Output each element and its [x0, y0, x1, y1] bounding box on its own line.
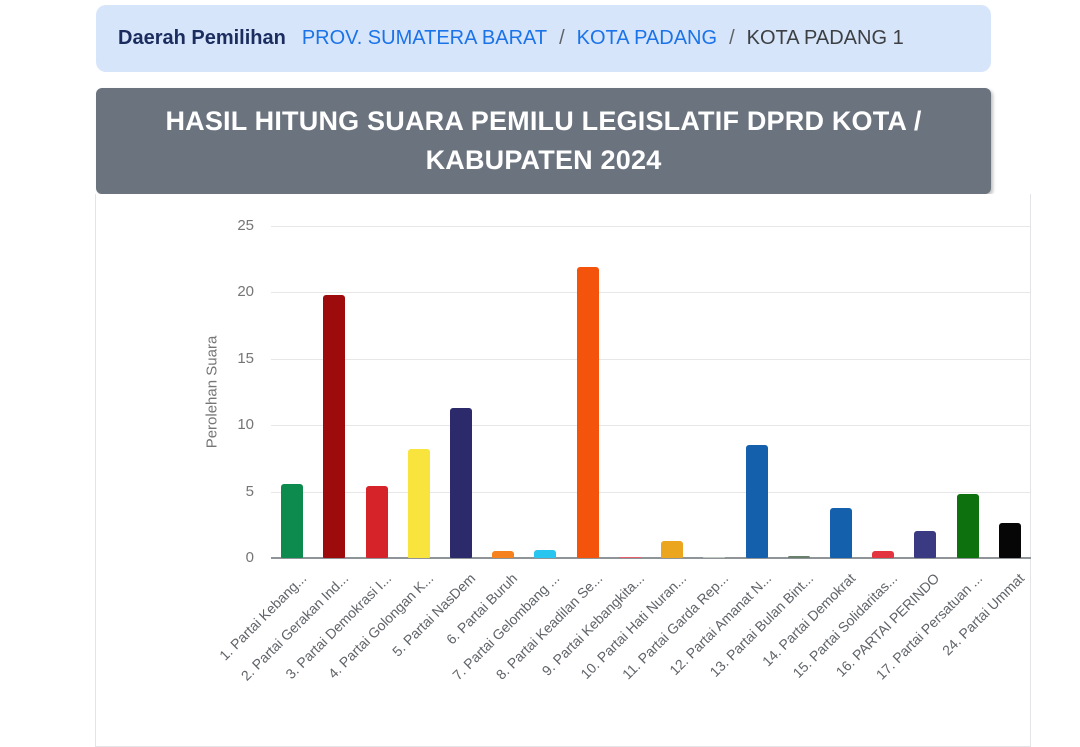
- breadcrumb-separator: /: [729, 27, 735, 49]
- breadcrumb-current: KOTA PADANG 1: [746, 27, 904, 49]
- bar[interactable]: [323, 295, 346, 558]
- y-tick-label: 10: [237, 416, 254, 434]
- bar[interactable]: [956, 494, 979, 558]
- breadcrumb-items: PROV. SUMATERA BARAT / KOTA PADANG / KOTA PA…: [302, 27, 904, 50]
- page-title: HASIL HITUNG SUARA PEMILU LEGISLATIF DPR…: [165, 106, 922, 175]
- breadcrumb-separator: /: [559, 27, 565, 49]
- y-tick-label: 5: [245, 482, 254, 500]
- bar[interactable]: [534, 550, 557, 558]
- chart-card: Perolehan Suara 0 5 10 15 20 25 1. Partai Keb…: [95, 194, 1031, 747]
- bar[interactable]: [365, 486, 388, 558]
- bar[interactable]: [703, 557, 726, 558]
- bar[interactable]: [998, 523, 1021, 558]
- gridline: [271, 425, 1031, 427]
- breadcrumb: Daerah Pemilihan PROV. SUMATERA BARAT / KO…: [96, 5, 991, 72]
- bar[interactable]: [281, 483, 304, 558]
- bar[interactable]: [745, 445, 768, 558]
- gridline: [271, 292, 1031, 294]
- y-tick-label: 25: [237, 217, 254, 234]
- bar[interactable]: [618, 556, 641, 558]
- y-tick-label: 0: [245, 549, 254, 566]
- breadcrumb-link[interactable]: KOTA PADANG: [576, 27, 718, 49]
- bar[interactable]: [830, 507, 852, 558]
- bar[interactable]: [661, 540, 684, 558]
- y-tick-label: 20: [237, 283, 254, 301]
- bar[interactable]: [914, 531, 937, 558]
- gridline: [271, 226, 1031, 227]
- chart-title-bar: HASIL HITUNG SUARA PEMILU LEGISLATIF DPR…: [96, 88, 991, 194]
- bar[interactable]: [872, 551, 895, 558]
- bar[interactable]: [450, 407, 472, 558]
- gridline: [271, 491, 1031, 493]
- bar[interactable]: [407, 449, 430, 558]
- breadcrumb-label: Daerah Pemilihan: [118, 27, 286, 49]
- x-axis-line: [271, 557, 1031, 559]
- breadcrumb-link[interactable]: PROV. SUMATERA BARAT: [301, 27, 548, 49]
- bar[interactable]: [492, 551, 515, 558]
- bar[interactable]: [576, 267, 599, 558]
- gridline: [271, 358, 1031, 360]
- bar[interactable]: [787, 556, 810, 558]
- y-tick-label: 15: [237, 349, 254, 367]
- bar-chart: Perolehan Suara 0 5 10 15 20 25 1. Partai Keb…: [96, 194, 1031, 746]
